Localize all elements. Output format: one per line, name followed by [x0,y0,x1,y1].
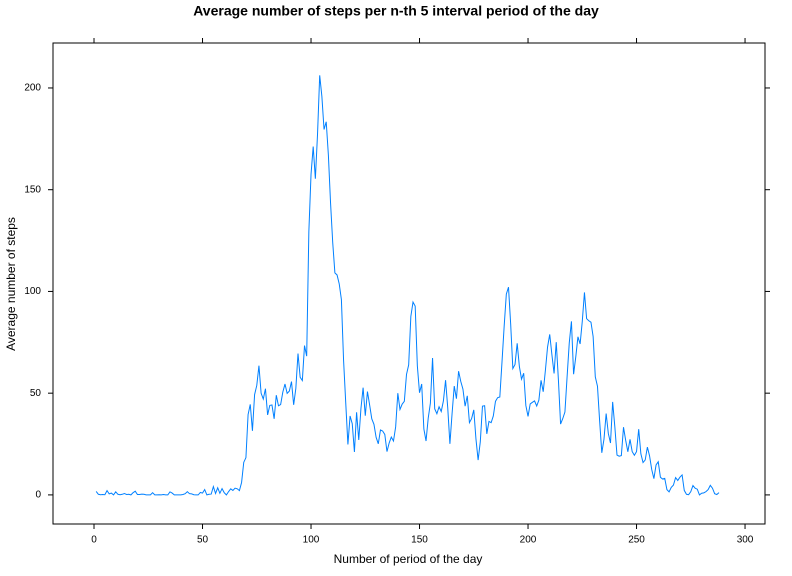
y-tick-label: 0 [35,490,41,501]
y-tick-label: 100 [24,286,41,297]
y-tick-label: 200 [24,83,41,94]
y-tick-label: 50 [30,388,42,399]
x-tick-label: 0 [91,535,97,546]
x-tick-label: 50 [197,535,209,546]
panel-border [52,42,766,525]
x-tick-label: 300 [737,535,754,546]
y-tick-label: 150 [24,184,41,195]
x-tick-label: 200 [520,535,537,546]
chart-title: Average number of steps per n-th 5 inter… [193,3,599,19]
y-axis-label: Average number of steps [4,217,18,351]
x-tick-label: 250 [628,535,645,546]
x-tick-label: 100 [303,535,320,546]
data-line [95,75,720,496]
x-tick-label: 150 [411,535,428,546]
x-axis-label: Number of period of the day [334,552,483,566]
